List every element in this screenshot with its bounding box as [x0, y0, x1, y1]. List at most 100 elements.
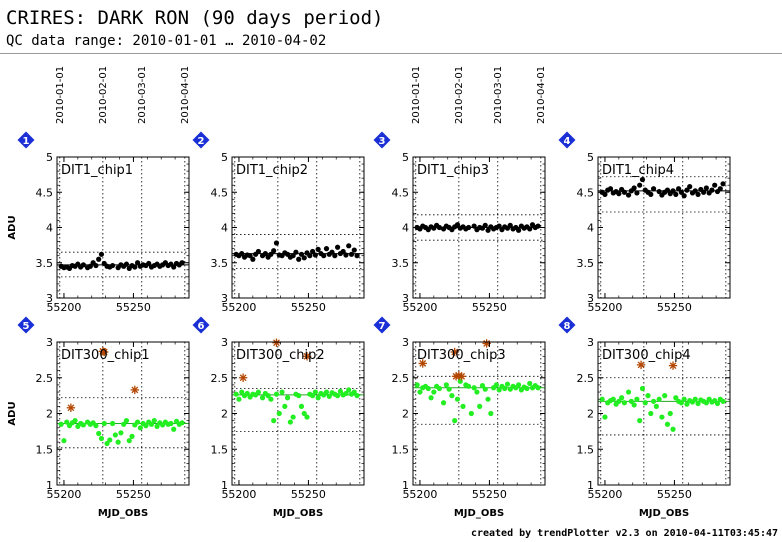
- data-point: [507, 222, 513, 228]
- data-point: [168, 420, 174, 427]
- data-point: [239, 250, 245, 257]
- data-point: [143, 423, 149, 429]
- panel-title: DIT1_chip1: [61, 163, 133, 178]
- date-tick-label: 2010-02-01: [98, 66, 109, 124]
- outlier-point: [100, 347, 109, 357]
- data-point: [323, 389, 330, 395]
- date-tick-label: 2010-01-01: [55, 66, 66, 124]
- data-point: [631, 185, 637, 191]
- data-point: [414, 382, 420, 388]
- data-point: [304, 414, 310, 420]
- y-tick-label: 4: [46, 222, 53, 235]
- data-point: [296, 256, 302, 262]
- panel-badge-number: 2: [198, 136, 205, 147]
- data-point: [307, 253, 313, 259]
- data-point: [259, 395, 266, 401]
- x-tick-label: 55250: [116, 488, 151, 501]
- outlier-point: [66, 403, 76, 412]
- data-point: [670, 188, 676, 194]
- data-point: [236, 396, 242, 402]
- data-point: [465, 224, 472, 231]
- data-point: [436, 385, 442, 392]
- panel-badge-number: 7: [379, 321, 386, 332]
- data-point: [673, 395, 679, 401]
- data-point: [96, 430, 102, 437]
- panel-title: DIT1_chip2: [236, 163, 308, 178]
- y-tick-label: 3: [402, 336, 409, 349]
- data-point: [255, 389, 261, 395]
- date-tick-label: 2010-01-01: [411, 66, 422, 124]
- data-point: [625, 389, 632, 395]
- panel-title: DIT1_chip3: [417, 163, 489, 178]
- data-point: [93, 262, 99, 269]
- panel-2: 3 3.5 4 4.5 5 55200 55250 DIT1_chip2 2: [192, 131, 365, 314]
- data-point: [471, 223, 477, 229]
- panel-badge-number: 3: [379, 136, 386, 147]
- data-point: [703, 185, 709, 191]
- plot-frame: [597, 156, 731, 299]
- y-tick-label: 1: [221, 479, 228, 492]
- data-point: [93, 423, 99, 429]
- data-point: [80, 262, 86, 268]
- panel-badge-icon: [558, 316, 576, 334]
- data-point: [452, 418, 458, 424]
- y-tick-label: 2.5: [211, 372, 229, 385]
- y-tick-label: 4: [402, 222, 409, 235]
- data-point: [692, 188, 698, 194]
- data-point: [621, 189, 628, 195]
- y-tick-label: 3.5: [392, 257, 410, 270]
- data-point: [273, 240, 280, 246]
- y-tick-label: 2.5: [36, 372, 54, 385]
- data-point: [340, 248, 346, 255]
- data-point: [134, 419, 141, 425]
- data-point: [296, 393, 302, 399]
- outlier-point: [450, 347, 459, 357]
- data-point: [471, 385, 477, 391]
- data-point: [121, 421, 127, 427]
- data-points: [414, 222, 541, 233]
- data-point: [337, 388, 343, 394]
- data-point: [687, 184, 693, 190]
- data-point: [329, 249, 335, 255]
- data-point: [284, 395, 291, 401]
- data-point: [321, 253, 327, 259]
- panel-badge-icon: [373, 131, 391, 149]
- data-point: [695, 400, 701, 407]
- plot-frame: [231, 156, 365, 299]
- x-tick-label: 55200: [587, 301, 622, 314]
- panel-badge-number: 5: [23, 321, 30, 332]
- plot-frame: [597, 341, 731, 486]
- data-point: [678, 189, 684, 195]
- data-point: [151, 418, 157, 424]
- y-axis-label: ADU: [7, 215, 18, 239]
- x-tick-label: 55200: [587, 488, 622, 501]
- data-point: [148, 421, 155, 427]
- data-point: [720, 398, 726, 404]
- data-point: [659, 414, 665, 420]
- data-point: [96, 256, 102, 262]
- data-point: [309, 248, 316, 255]
- data-point: [516, 227, 522, 233]
- y-tick-label: 4: [587, 222, 594, 235]
- y-tick-label: 2.5: [577, 372, 595, 385]
- data-point: [662, 393, 668, 399]
- panel-badge-icon: [192, 316, 210, 334]
- credit-line: created by trendPlotter v2.3 on 2010-04-…: [470, 528, 778, 539]
- data-point: [255, 248, 261, 255]
- page-subtitle: QC data range: 2010-01-01 … 2010-04-02: [6, 33, 327, 49]
- data-point: [354, 253, 360, 259]
- x-tick-label: 55250: [657, 301, 692, 314]
- data-point: [146, 260, 152, 267]
- date-tick-label: 2010-03-01: [137, 66, 148, 124]
- y-tick-label: 1.5: [392, 443, 410, 456]
- data-point: [535, 385, 541, 391]
- data-point: [123, 418, 130, 424]
- x-tick-label: 55250: [291, 488, 326, 501]
- y-tick-label: 3.5: [36, 257, 54, 270]
- data-point: [648, 191, 654, 197]
- x-tick-label: 55250: [116, 301, 151, 314]
- data-point: [104, 440, 110, 447]
- x-tick-label: 55250: [657, 488, 692, 501]
- data-point: [712, 182, 718, 188]
- data-point: [428, 395, 434, 401]
